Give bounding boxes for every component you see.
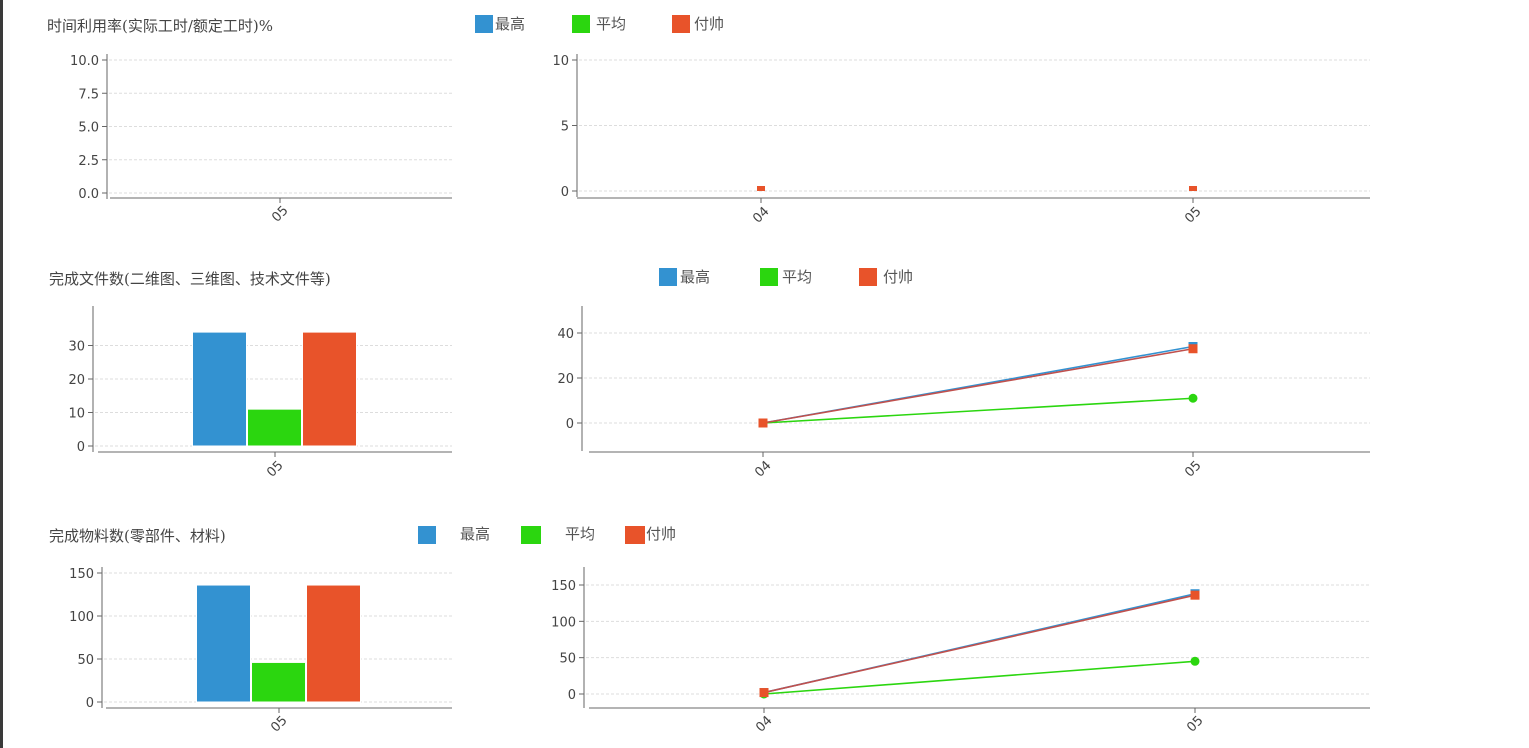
y-tick-label: 50 (77, 653, 94, 668)
series-line-person (763, 594, 1196, 694)
y-tick-label: 0 (561, 185, 569, 200)
legend-label-max: 最高 (680, 268, 711, 286)
legend-label-avg: 平均 (565, 525, 596, 543)
y-tick-label: 40 (557, 327, 574, 342)
legend-section-2: 最高 平均 付帅 (659, 268, 939, 288)
y-tick-label: 0 (568, 688, 576, 703)
y-tick-label: 150 (551, 579, 576, 594)
legend-swatch-person (859, 268, 877, 286)
legend-swatch-max (418, 526, 436, 544)
bar-avg (247, 408, 302, 447)
section-title-time-utilization: 时间利用率(实际工时/额定工时)% (47, 17, 274, 35)
point-marker-person (759, 688, 769, 698)
y-tick-label: 10.0 (70, 54, 99, 69)
series-line-avg (763, 660, 1196, 695)
y-tick-label: 50 (559, 652, 576, 667)
legend-label-max: 最高 (460, 525, 491, 543)
point-marker-person (758, 418, 768, 428)
legend-section-3: 最高 平均 付帅 (418, 525, 718, 545)
point-marker (757, 186, 765, 191)
series-line-avg (762, 397, 1194, 424)
bar-person (302, 331, 357, 447)
bar-person (306, 584, 361, 703)
legend-swatch-max (659, 268, 677, 286)
y-tick-label: 30 (68, 340, 85, 355)
legend-swatch-avg (572, 15, 590, 33)
point-marker-person (1190, 590, 1200, 600)
y-tick-label: 0 (566, 417, 574, 432)
y-tick-label: 5.0 (78, 121, 99, 136)
legend-label-person: 付帅 (694, 15, 725, 33)
legend-swatch-max (475, 15, 493, 33)
legend-swatch-person (672, 15, 690, 33)
point-marker (1189, 186, 1197, 191)
bar-max (192, 331, 247, 447)
y-tick-label: 100 (69, 610, 94, 625)
y-tick-label: 20 (68, 373, 85, 388)
series-line-person (762, 347, 1194, 424)
point-marker-avg (1188, 393, 1198, 403)
legend-section-1: 最高 平均 付帅 (475, 15, 755, 35)
legend-swatch-person (625, 526, 645, 544)
x-tick-label: 04 (753, 713, 775, 735)
legend-label-person: 付帅 (883, 268, 914, 286)
y-tick-label: 100 (551, 615, 576, 630)
y-tick-label: 20 (557, 372, 574, 387)
y-tick-label: 0 (77, 440, 85, 455)
y-tick-label: 0.0 (78, 187, 99, 202)
legend-swatch-avg (760, 268, 778, 286)
legend-label-avg: 平均 (782, 268, 813, 286)
legend-label-max: 最高 (495, 15, 526, 33)
point-marker-avg (1190, 656, 1200, 666)
section-title-materials: 完成物料数(零部件、材料) (49, 527, 226, 545)
y-tick-label: 7.5 (78, 87, 99, 102)
section-title-documents: 完成文件数(二维图、三维图、技术文件等) (49, 270, 331, 288)
x-tick-label: 05 (1184, 713, 1206, 735)
y-tick-label: 2.5 (78, 154, 99, 169)
left-border (0, 0, 3, 748)
point-marker-person (1188, 344, 1198, 354)
y-tick-label: 10 (552, 54, 569, 69)
legend-label-person: 付帅 (646, 525, 677, 543)
bar-max (196, 584, 251, 703)
y-tick-label: 150 (69, 567, 94, 582)
legend-label-avg: 平均 (596, 15, 627, 33)
y-tick-label: 0 (86, 696, 94, 711)
y-tick-label: 5 (561, 120, 569, 135)
y-tick-label: 10 (68, 407, 85, 422)
legend-swatch-avg (521, 526, 541, 544)
bar-avg (251, 661, 306, 703)
